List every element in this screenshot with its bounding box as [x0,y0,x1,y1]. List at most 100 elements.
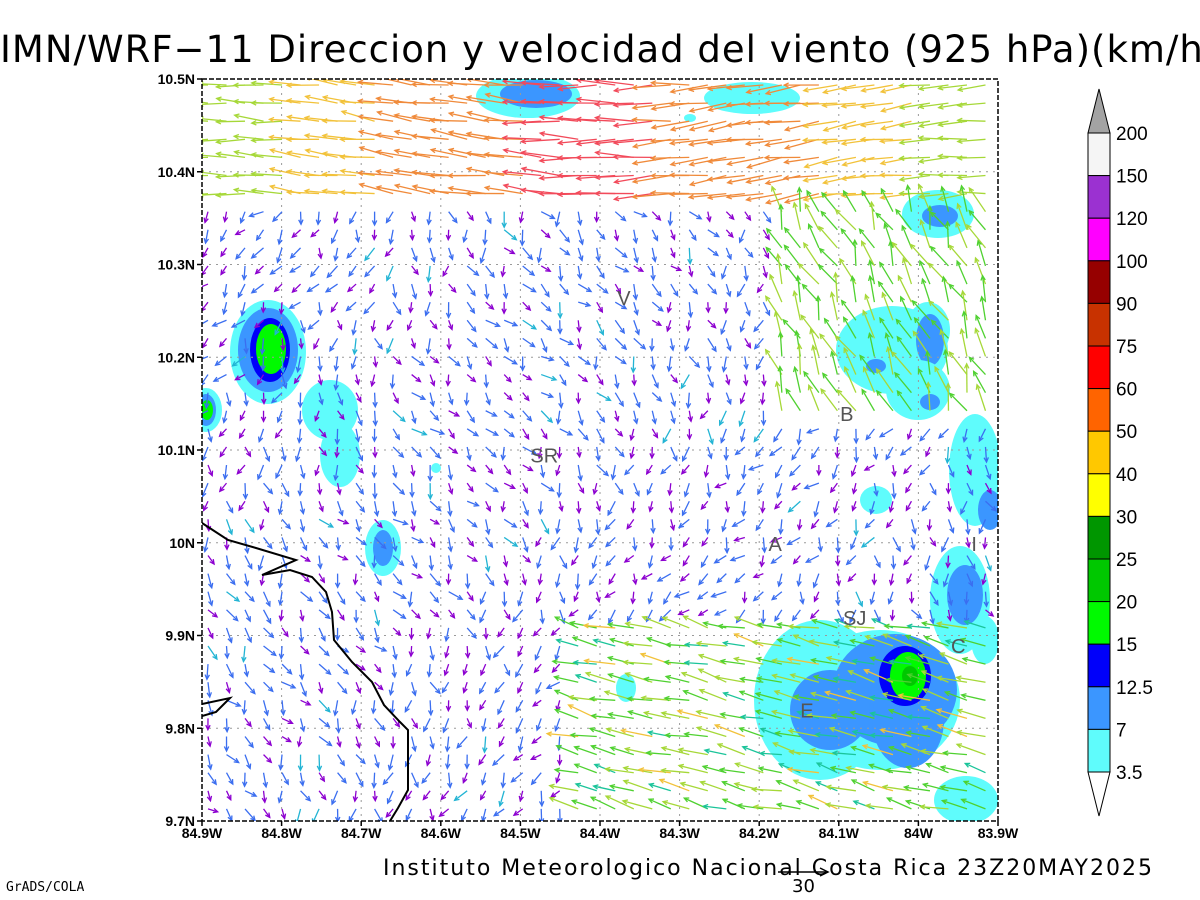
wind-arrow [257,428,265,443]
wind-arrow [214,355,227,367]
wind-arrow [898,190,930,197]
wind-arrow [956,259,968,285]
wind-arrow [548,796,579,810]
wind-arrow [713,609,727,616]
wind-arrow [724,464,731,481]
wind-arrow [385,808,394,819]
wind-arrow [557,302,563,320]
wind-arrow [441,681,450,694]
wind-arrow [339,189,375,196]
wind-arrow [725,338,732,352]
lat-tick-label: 9.8N [165,720,195,736]
wind-arrow [261,392,267,405]
wind-arrow [559,591,566,605]
wind-arrow [738,676,764,683]
wind-arrow [318,735,333,747]
wind-arrow [786,766,819,774]
wind-arrow [554,718,561,732]
wind-arrow [668,501,675,514]
wind-arrow [707,319,717,329]
wind-arrow [574,782,597,792]
wind-arrow [764,192,801,205]
wind-arrow [724,537,730,555]
wind-arrow [297,410,303,426]
wind-arrow [485,519,491,536]
wind-arrow [810,446,820,460]
wind-arrow [753,337,764,350]
wind-arrow [898,155,930,162]
wind-arrow [268,79,301,86]
wind-arrow [869,711,894,720]
wind-arrow [409,483,415,499]
wind-arrow [596,301,604,314]
wind-arrow [503,663,511,677]
wind-arrow [425,754,432,767]
wind-arrow [244,681,256,695]
wind-arrow [559,337,575,346]
wind-arrow [783,244,801,267]
wind-arrow [537,501,544,516]
wind-arrow [225,663,234,679]
wind-arrow [959,637,986,647]
wind-arrow [645,464,653,476]
wind-arrow [203,211,209,224]
wind-arrow [445,229,452,242]
wind-arrow [550,627,561,636]
wind-arrow [480,663,487,677]
wind-arrow [277,501,284,516]
wind-arrow [946,609,953,622]
wind-arrow [604,795,635,810]
wind-arrow [479,699,487,711]
wind-arrow [984,555,992,572]
wind-arrow [318,663,332,676]
wind-arrow [630,356,637,374]
wind-arrow [374,663,382,674]
wind-arrow [250,171,283,177]
wind-arrow [850,745,875,756]
wind-arrow [733,536,746,542]
wind-arrow [556,754,563,766]
wind-arrow [904,656,931,665]
wind-arrow [917,102,949,110]
wind-arrow [921,277,931,303]
wind-arrow [956,84,986,92]
wind-arrow [236,464,246,475]
wind-arrow [427,284,434,298]
wind-arrow [577,229,584,246]
wind-arrow [891,464,897,478]
wind-arrow [211,319,227,327]
wind-arrow [771,658,801,665]
wind-arrow [803,370,820,394]
wind-arrow [651,410,657,425]
wind-arrow [448,482,454,495]
wind-arrow [485,265,495,279]
wind-arrow [878,172,912,178]
wind-arrow [744,138,782,147]
wind-arrow [522,265,536,277]
wind-arrow [721,519,727,533]
wind-arrow [296,736,303,748]
wind-arrow [225,627,233,644]
wind-arrow [250,80,283,86]
wind-arrow [250,187,283,195]
wind-arrow [410,736,417,753]
wind-arrow [336,501,344,517]
wind-arrow [834,335,857,357]
wind-arrow [371,428,378,443]
wind-arrow [608,573,616,586]
wind-arrow [440,790,450,801]
wind-arrow [775,802,801,810]
wind-arrow [898,138,931,146]
wind-arrow [238,500,246,512]
wind-arrow [225,392,232,407]
wind-arrow [250,137,283,144]
wind-arrow [920,621,949,629]
wind-arrow [841,120,875,130]
wind-arrow [661,800,690,810]
wind-arrow [577,410,584,427]
wind-arrow [588,573,598,586]
wind-arrow [762,229,770,241]
wind-arrow [485,500,491,513]
wind-arrow [300,790,312,802]
wind-arrow [913,316,931,339]
